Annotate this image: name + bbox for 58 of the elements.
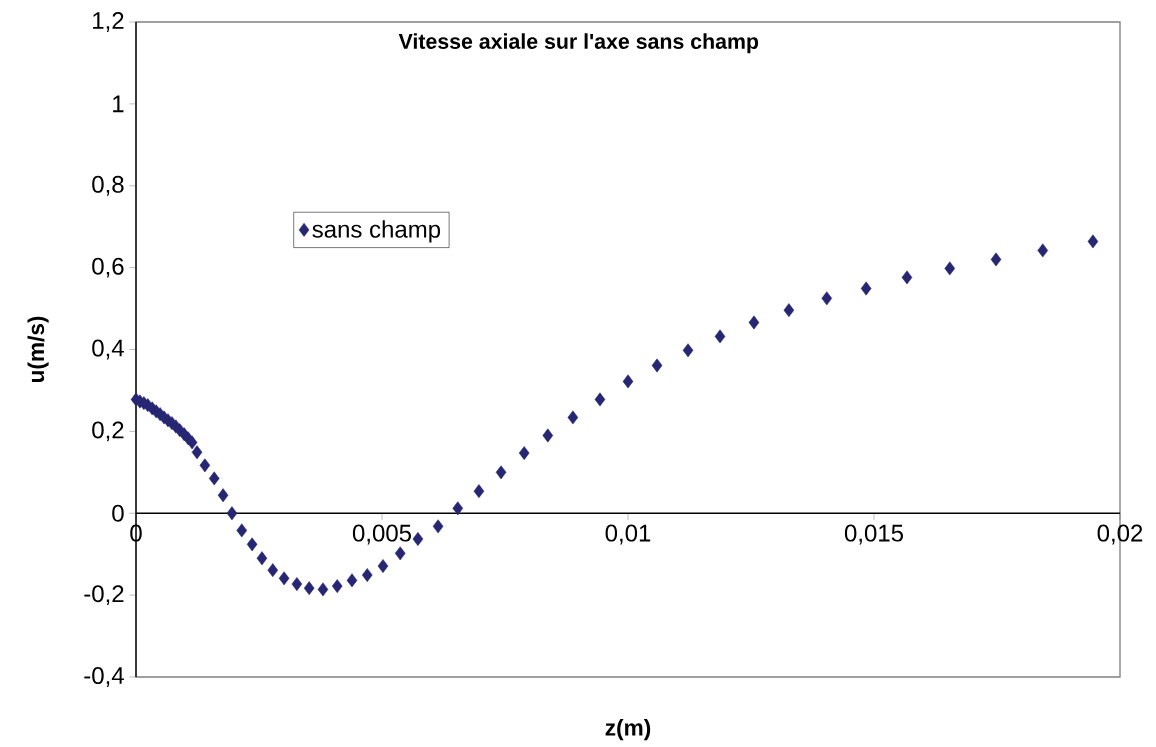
- x-tick-label: 0,02: [1097, 524, 1143, 545]
- point: [217, 488, 229, 503]
- point: [346, 573, 358, 588]
- point: [331, 579, 343, 594]
- point: [267, 563, 279, 578]
- point: [452, 501, 464, 516]
- point: [944, 261, 956, 276]
- x-axis-title: z(m): [605, 719, 651, 741]
- legend-label: sans champ: [312, 220, 441, 243]
- point: [377, 559, 389, 573]
- point: [191, 445, 203, 460]
- y-tick-label: 0: [112, 504, 124, 522]
- y-tick-label: 0,2: [92, 421, 124, 442]
- point: [860, 281, 872, 296]
- point: [567, 410, 579, 425]
- x-tick-label: 0,005: [352, 524, 412, 545]
- point: [901, 270, 913, 285]
- point: [518, 446, 530, 461]
- point: [186, 435, 198, 450]
- point: [226, 506, 238, 521]
- point: [622, 374, 634, 389]
- point: [1037, 243, 1049, 258]
- y-tick-label: -0,4: [84, 667, 124, 687]
- point: [432, 519, 444, 534]
- x-tick-label: 0,015: [844, 524, 904, 545]
- y-tick-label: 0,8: [92, 175, 124, 196]
- point: [594, 392, 606, 407]
- point: [394, 546, 406, 561]
- point: [682, 343, 694, 358]
- point: [317, 582, 329, 597]
- point: [303, 581, 315, 596]
- y-tick-label: 0,4: [92, 339, 124, 360]
- point: [783, 303, 795, 318]
- point: [208, 471, 220, 486]
- point: [651, 358, 663, 373]
- point: [990, 252, 1002, 267]
- point: [748, 315, 760, 330]
- y-tick-label: 1,2: [93, 12, 124, 32]
- point: [361, 568, 373, 582]
- point: [821, 291, 833, 306]
- x-tick-label: 0,01: [605, 524, 651, 545]
- point: [542, 428, 554, 443]
- point: [1087, 234, 1099, 249]
- point: [256, 551, 268, 566]
- point: [291, 577, 303, 592]
- point: [246, 537, 258, 552]
- point: [473, 484, 485, 499]
- point: [278, 571, 290, 586]
- point: [412, 532, 424, 546]
- y-axis-title: u(m/s): [27, 316, 49, 383]
- point: [199, 458, 211, 473]
- y-tick-label: -0,2: [84, 585, 124, 606]
- y-tick-label: 0,6: [92, 257, 124, 278]
- point: [236, 523, 248, 538]
- y-tick-label: 1: [113, 95, 124, 113]
- chart-title: Vitesse axiale sur l'axe sans champ: [398, 33, 759, 54]
- point: [495, 465, 507, 480]
- point: [714, 329, 726, 344]
